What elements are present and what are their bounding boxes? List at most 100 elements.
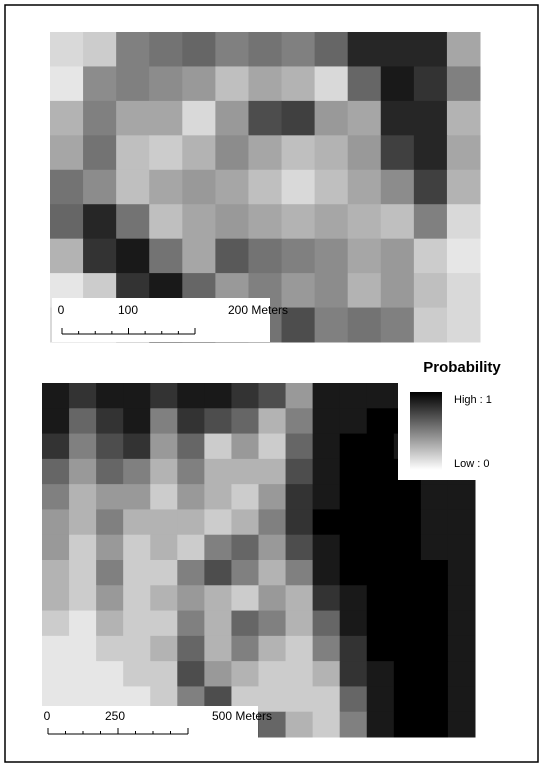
raster-cell xyxy=(69,408,97,434)
raster-cell xyxy=(204,408,232,434)
raster-cell xyxy=(204,484,232,510)
raster-cell xyxy=(96,408,124,434)
raster-cell xyxy=(204,509,232,535)
raster-cell xyxy=(421,712,449,738)
raster-cell xyxy=(69,611,97,637)
raster-cell xyxy=(150,408,178,434)
raster-cell xyxy=(182,101,216,136)
raster-cell xyxy=(204,636,232,662)
raster-cell xyxy=(231,509,259,535)
raster-cell xyxy=(123,585,151,611)
raster-cell xyxy=(50,170,84,205)
raster-cell xyxy=(215,239,249,274)
raster-cell xyxy=(149,101,183,136)
raster-cell xyxy=(96,611,124,637)
raster-cell xyxy=(340,686,368,712)
raster-cell xyxy=(204,383,232,409)
raster-cell xyxy=(315,308,349,343)
raster-cell xyxy=(313,509,341,535)
raster-cell xyxy=(177,383,205,409)
raster-cell xyxy=(150,585,178,611)
raster-cell xyxy=(367,535,395,561)
raster-cell xyxy=(231,636,259,662)
raster-cell xyxy=(123,484,151,510)
raster-cell xyxy=(313,434,341,460)
raster-cell xyxy=(348,135,382,170)
raster-cell xyxy=(182,239,216,274)
raster-cell xyxy=(177,408,205,434)
raster-cell xyxy=(315,66,349,101)
raster-cell xyxy=(259,459,287,485)
raster-cell xyxy=(286,712,314,738)
raster-cell xyxy=(286,585,314,611)
raster-cell xyxy=(215,101,249,136)
raster-cell xyxy=(421,484,449,510)
raster-cell xyxy=(421,585,449,611)
raster-cell xyxy=(447,273,481,308)
raster-cell xyxy=(448,484,476,510)
raster-cell xyxy=(414,32,448,67)
raster-cell xyxy=(149,239,183,274)
raster-cell xyxy=(231,661,259,687)
raster-cell xyxy=(340,585,368,611)
raster-cell xyxy=(177,585,205,611)
raster-cell xyxy=(381,239,415,274)
raster-cell xyxy=(448,686,476,712)
raster-cell xyxy=(231,484,259,510)
raster-cell xyxy=(248,101,282,136)
raster-cell xyxy=(182,66,216,101)
raster-cell xyxy=(50,101,84,136)
raster-cell xyxy=(259,408,287,434)
raster-cell xyxy=(282,135,316,170)
raster-cell xyxy=(231,408,259,434)
raster-cell xyxy=(414,135,448,170)
raster-cell xyxy=(69,383,97,409)
legend-low: Low : 0 xyxy=(454,458,489,470)
raster-cell xyxy=(215,204,249,239)
raster-cell xyxy=(421,611,449,637)
raster-cell xyxy=(69,585,97,611)
raster-cell xyxy=(313,686,341,712)
raster-cell xyxy=(348,32,382,67)
raster-cell xyxy=(447,170,481,205)
scale-label: 0 xyxy=(58,303,65,317)
raster-cell xyxy=(313,535,341,561)
raster-cell xyxy=(69,484,97,510)
raster-cell xyxy=(96,509,124,535)
raster-cell xyxy=(182,170,216,205)
raster-cell xyxy=(282,204,316,239)
raster-cell xyxy=(313,459,341,485)
raster-cell xyxy=(149,170,183,205)
raster-cell xyxy=(286,611,314,637)
raster-cell xyxy=(96,585,124,611)
raster-cell xyxy=(83,135,117,170)
raster-cell xyxy=(149,135,183,170)
raster-cell xyxy=(447,135,481,170)
raster-cell xyxy=(123,611,151,637)
raster-cell xyxy=(96,560,124,586)
raster-cell xyxy=(340,509,368,535)
raster-cell xyxy=(367,509,395,535)
raster-cell xyxy=(394,636,422,662)
raster-cell xyxy=(69,509,97,535)
raster-cell xyxy=(83,170,117,205)
raster-cell xyxy=(286,484,314,510)
raster-cell xyxy=(348,170,382,205)
page: {"maps": [ {"grid": [ [0.15,0.2,0.5,0.55… xyxy=(0,0,544,768)
raster-cell xyxy=(123,434,151,460)
raster-cell xyxy=(83,239,117,274)
raster-cell xyxy=(313,585,341,611)
raster-cell xyxy=(149,32,183,67)
raster-cell xyxy=(42,560,70,586)
raster-cell xyxy=(286,459,314,485)
raster-cell xyxy=(282,32,316,67)
raster-cell xyxy=(315,170,349,205)
raster-cell xyxy=(286,383,314,409)
raster-cell xyxy=(447,101,481,136)
raster-cell xyxy=(315,135,349,170)
raster-cell xyxy=(150,484,178,510)
raster-cell xyxy=(231,459,259,485)
raster-cell xyxy=(381,204,415,239)
raster-cell xyxy=(394,484,422,510)
raster-cell xyxy=(448,509,476,535)
